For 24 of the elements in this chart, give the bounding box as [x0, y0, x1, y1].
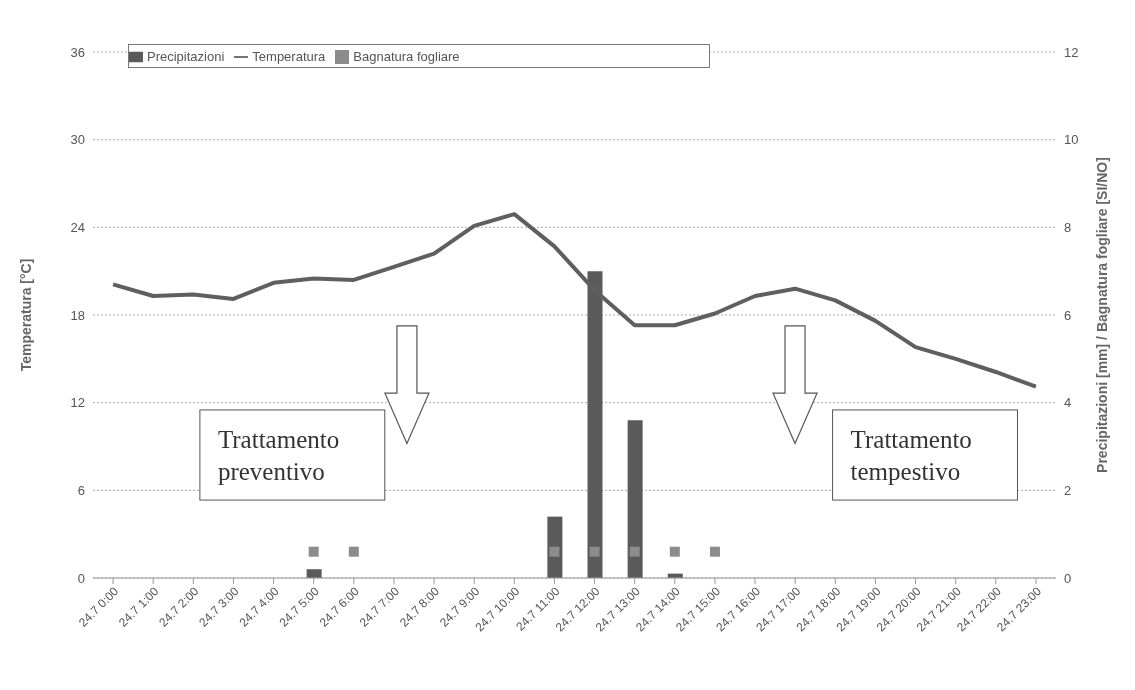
- y-axis-title: Temperatura [°C]: [17, 258, 34, 372]
- y2-axis-title: Precipitazioni [mm] / Bagnatura fogliare [SI/NO]: [1093, 157, 1110, 473]
- y2-tick-label: 6: [1064, 307, 1072, 323]
- y2-tick-label: 12: [1064, 44, 1079, 60]
- annotation: Trattamento tempestivo: [850, 425, 972, 485]
- y-tick-label: 24: [70, 219, 85, 235]
- y2-tick-label: 2: [1064, 482, 1072, 498]
- legend-label: Bagnatura fogliare: [353, 49, 460, 64]
- bar: [547, 516, 563, 578]
- y2-tick-label: 4: [1064, 395, 1072, 411]
- y-tick-label: 12: [70, 395, 85, 411]
- y-tick-label: 6: [77, 482, 85, 498]
- legend-label: Precipitazioni: [147, 49, 225, 64]
- y2-tick-label: 10: [1064, 132, 1079, 148]
- bar: [627, 420, 643, 578]
- y-tick-label: 36: [70, 44, 85, 60]
- y2-tick-label: 0: [1064, 570, 1072, 586]
- y2-tick-label: 8: [1064, 219, 1072, 235]
- annotation: Trattamento preventivo: [217, 425, 340, 485]
- bar: [306, 569, 322, 578]
- y-tick-label: 0: [77, 570, 85, 586]
- legend-label: Temperatura: [252, 49, 326, 64]
- y-tick-label: 18: [70, 307, 85, 323]
- y-tick-label: 30: [70, 132, 85, 148]
